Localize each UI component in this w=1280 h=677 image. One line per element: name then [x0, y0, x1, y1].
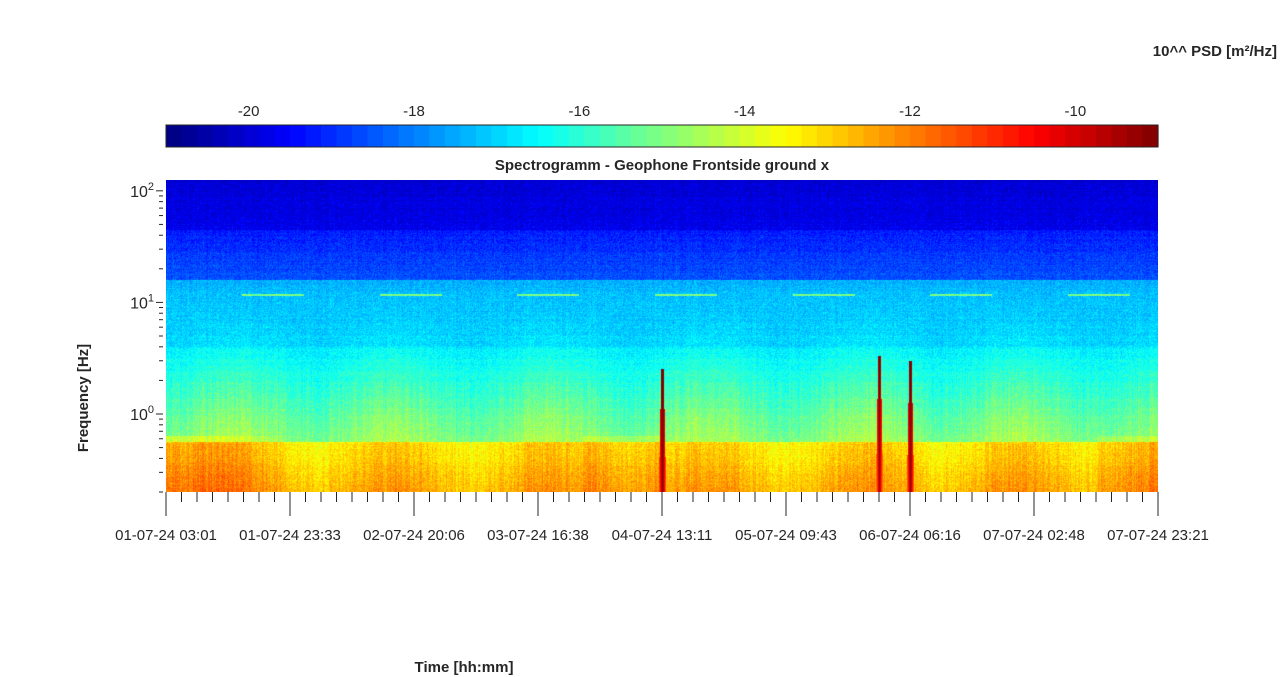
- spectrogram-plot: [166, 180, 1158, 492]
- colorbar-swatch: [1096, 125, 1113, 147]
- colorbar-tick-label: -20: [238, 103, 260, 120]
- colorbar-swatch: [724, 125, 741, 147]
- colorbar-frame: [165, 124, 1159, 148]
- colorbar: [166, 125, 1159, 147]
- colorbar-swatch: [383, 125, 400, 147]
- y-tick-label: 101: [130, 292, 154, 312]
- colorbar-swatch: [832, 125, 849, 147]
- colorbar-swatch: [879, 125, 896, 147]
- colorbar-swatch: [1065, 125, 1082, 147]
- colorbar-swatch: [801, 125, 818, 147]
- colorbar-swatch: [631, 125, 648, 147]
- colorbar-swatch: [817, 125, 834, 147]
- colorbar-tick-label: -18: [403, 103, 425, 120]
- x-tick-label: 01-07-24 23:33: [239, 527, 341, 544]
- colorbar-swatch: [863, 125, 880, 147]
- colorbar-swatch: [755, 125, 772, 147]
- colorbar-swatch: [708, 125, 725, 147]
- colorbar-swatch: [243, 125, 260, 147]
- colorbar-swatch: [770, 125, 787, 147]
- colorbar-swatch: [507, 125, 524, 147]
- colorbar-swatch: [321, 125, 338, 147]
- colorbar-swatch: [569, 125, 586, 147]
- x-tick-label: 02-07-24 20:06: [363, 527, 465, 544]
- colorbar-tick-label: -14: [734, 103, 756, 120]
- colorbar-swatch: [739, 125, 756, 147]
- y-axis-ticks: 100 101 102: [130, 181, 163, 493]
- x-axis-label: Time [hh:mm]: [415, 659, 514, 676]
- colorbar-swatch: [290, 125, 307, 147]
- colorbar-swatch: [584, 125, 601, 147]
- x-tick-label: 04-07-24 13:11: [612, 527, 713, 544]
- colorbar-swatch: [414, 125, 431, 147]
- colorbar-swatch: [228, 125, 245, 147]
- colorbar-swatch: [972, 125, 989, 147]
- colorbar-swatch: [615, 125, 632, 147]
- colorbar-swatch: [538, 125, 555, 147]
- colorbar-swatch: [1034, 125, 1051, 147]
- colorbar-swatch: [925, 125, 942, 147]
- colorbar-swatch: [274, 125, 291, 147]
- colorbar-swatch: [491, 125, 508, 147]
- chart-title: Spectrogramm - Geophone Frontside ground…: [495, 157, 830, 174]
- colorbar-swatch: [429, 125, 446, 147]
- colorbar-swatch: [197, 125, 214, 147]
- colorbar-swatch: [445, 125, 462, 147]
- x-tick-label: 07-07-24 23:21: [1107, 527, 1209, 544]
- x-tick-label: 05-07-24 09:43: [735, 527, 837, 544]
- y-tick-label: 102: [130, 181, 154, 201]
- colorbar-swatch: [1111, 125, 1128, 147]
- x-axis-ticks: 01-07-24 03:01 01-07-24 23:33 02-07-24 20:…: [115, 492, 1209, 544]
- colorbar-swatch: [553, 125, 570, 147]
- colorbar-swatch: [941, 125, 958, 147]
- x-tick-label: 01-07-24 03:01: [115, 527, 217, 544]
- colorbar-swatch: [1127, 125, 1144, 147]
- colorbar-swatch: [786, 125, 803, 147]
- colorbar-swatch: [848, 125, 865, 147]
- x-tick-label: 07-07-24 02:48: [983, 527, 1085, 544]
- colorbar-swatch: [367, 125, 384, 147]
- colorbar-swatch: [522, 125, 539, 147]
- colorbar-swatch: [1049, 125, 1066, 147]
- colorbar-swatch: [1142, 125, 1159, 147]
- colorbar-tick-label: -10: [1064, 103, 1086, 120]
- colorbar-swatch: [336, 125, 353, 147]
- colorbar-swatch: [460, 125, 477, 147]
- colorbar-swatch: [662, 125, 679, 147]
- colorbar-swatch: [352, 125, 369, 147]
- colorbar-swatch: [1080, 125, 1097, 147]
- colorbar-swatch: [646, 125, 663, 147]
- colorbar-swatch: [212, 125, 229, 147]
- x-tick-label: 03-07-24 16:38: [487, 527, 589, 544]
- colorbar-swatch: [693, 125, 710, 147]
- colorbar-swatch: [677, 125, 694, 147]
- colorbar-swatch: [987, 125, 1004, 147]
- colorbar-swatch: [1003, 125, 1020, 147]
- colorbar-label: 10^^ PSD [m²/Hz]: [1153, 43, 1277, 60]
- y-tick-label: 100: [130, 404, 154, 424]
- colorbar-swatch: [910, 125, 927, 147]
- x-tick-label: 06-07-24 06:16: [859, 527, 961, 544]
- colorbar-swatch: [476, 125, 493, 147]
- colorbar-swatch: [956, 125, 973, 147]
- colorbar-swatch: [600, 125, 617, 147]
- colorbar-swatch: [398, 125, 415, 147]
- colorbar-swatch: [166, 125, 183, 147]
- colorbar-tick-label: -16: [568, 103, 590, 120]
- colorbar-swatch: [181, 125, 198, 147]
- colorbar-swatch: [894, 125, 911, 147]
- colorbar-swatch: [1018, 125, 1035, 147]
- y-axis-label: Frequency [Hz]: [75, 344, 92, 452]
- colorbar-swatch: [305, 125, 322, 147]
- colorbar-swatch: [259, 125, 276, 147]
- colorbar-tick-label: -12: [899, 103, 921, 120]
